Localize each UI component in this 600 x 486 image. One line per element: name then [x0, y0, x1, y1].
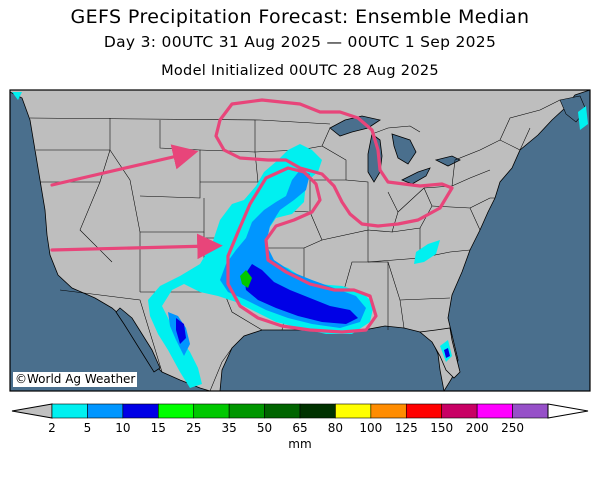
- colorbar-swatch: [51, 403, 88, 419]
- credit-label: ©World Ag Weather: [13, 372, 138, 387]
- colorbar-swatch: [157, 403, 195, 419]
- forecast-period: Day 3: 00UTC 31 Aug 2025 — 00UTC 1 Sep 2…: [103, 33, 497, 51]
- gulf-of-mexico: [219, 325, 445, 391]
- colorbar-tick-label: 15: [150, 421, 166, 435]
- colorbar-tick-label: 80: [327, 421, 344, 435]
- colorbar-tick-label: 100: [359, 421, 383, 435]
- lake-superior: [329, 115, 382, 137]
- annotations: [50, 98, 454, 334]
- colorbar-tick-label: 50: [256, 421, 273, 435]
- colorbar-swatch: [476, 403, 513, 419]
- colorbar-above-max: [547, 403, 589, 419]
- flow-arrow-west: [50, 144, 199, 187]
- annotation-outline-south: [226, 166, 378, 334]
- flow-arrow-southwest: [50, 233, 223, 260]
- colorbar-swatch: [122, 403, 159, 419]
- colorbar-tick-label: 200: [465, 421, 489, 435]
- lake-huron: [391, 133, 417, 165]
- map-title: GEFS Precipitation Forecast: Ensemble Me…: [70, 6, 530, 28]
- gulf-of-california: [115, 307, 161, 373]
- colorbar-swatch: [299, 403, 336, 419]
- colorbar-swatch: [512, 403, 549, 419]
- map-frame: [9, 89, 591, 392]
- colorbar-tick-label: 150: [430, 421, 454, 435]
- colorbar-tick-label: 10: [115, 421, 131, 435]
- colorbar-swatch: [405, 403, 443, 419]
- colorbar-tick-label: 25: [186, 421, 202, 435]
- colorbar-tick-label: 125: [394, 421, 418, 435]
- colorbar-swatch: [441, 403, 478, 419]
- colorbar-tick-label: 35: [221, 421, 237, 435]
- colorbar-below-min: [11, 403, 53, 419]
- colorbar-tick-label: 2: [48, 421, 56, 435]
- colorbar-swatch: [370, 403, 407, 419]
- colorbar-swatch: [193, 403, 230, 419]
- colorbar-swatch: [87, 403, 124, 419]
- colorbar-swatch: [264, 403, 301, 419]
- colorbar-tick-label: 5: [83, 421, 92, 435]
- colorbar-tick-label: 65: [292, 421, 308, 435]
- model-init-time: Model Initialized 00UTC 28 Aug 2025: [161, 63, 439, 79]
- units-label: mm: [288, 437, 312, 451]
- color-scale-bar: [11, 403, 589, 419]
- colorbar-swatch: [335, 403, 372, 419]
- florida: [419, 327, 461, 379]
- lake-ontario: [434, 155, 461, 167]
- colorbar-swatch: [228, 403, 265, 419]
- colorbar-tick-label: 250: [501, 421, 525, 435]
- annotation-outline-north: [214, 98, 454, 228]
